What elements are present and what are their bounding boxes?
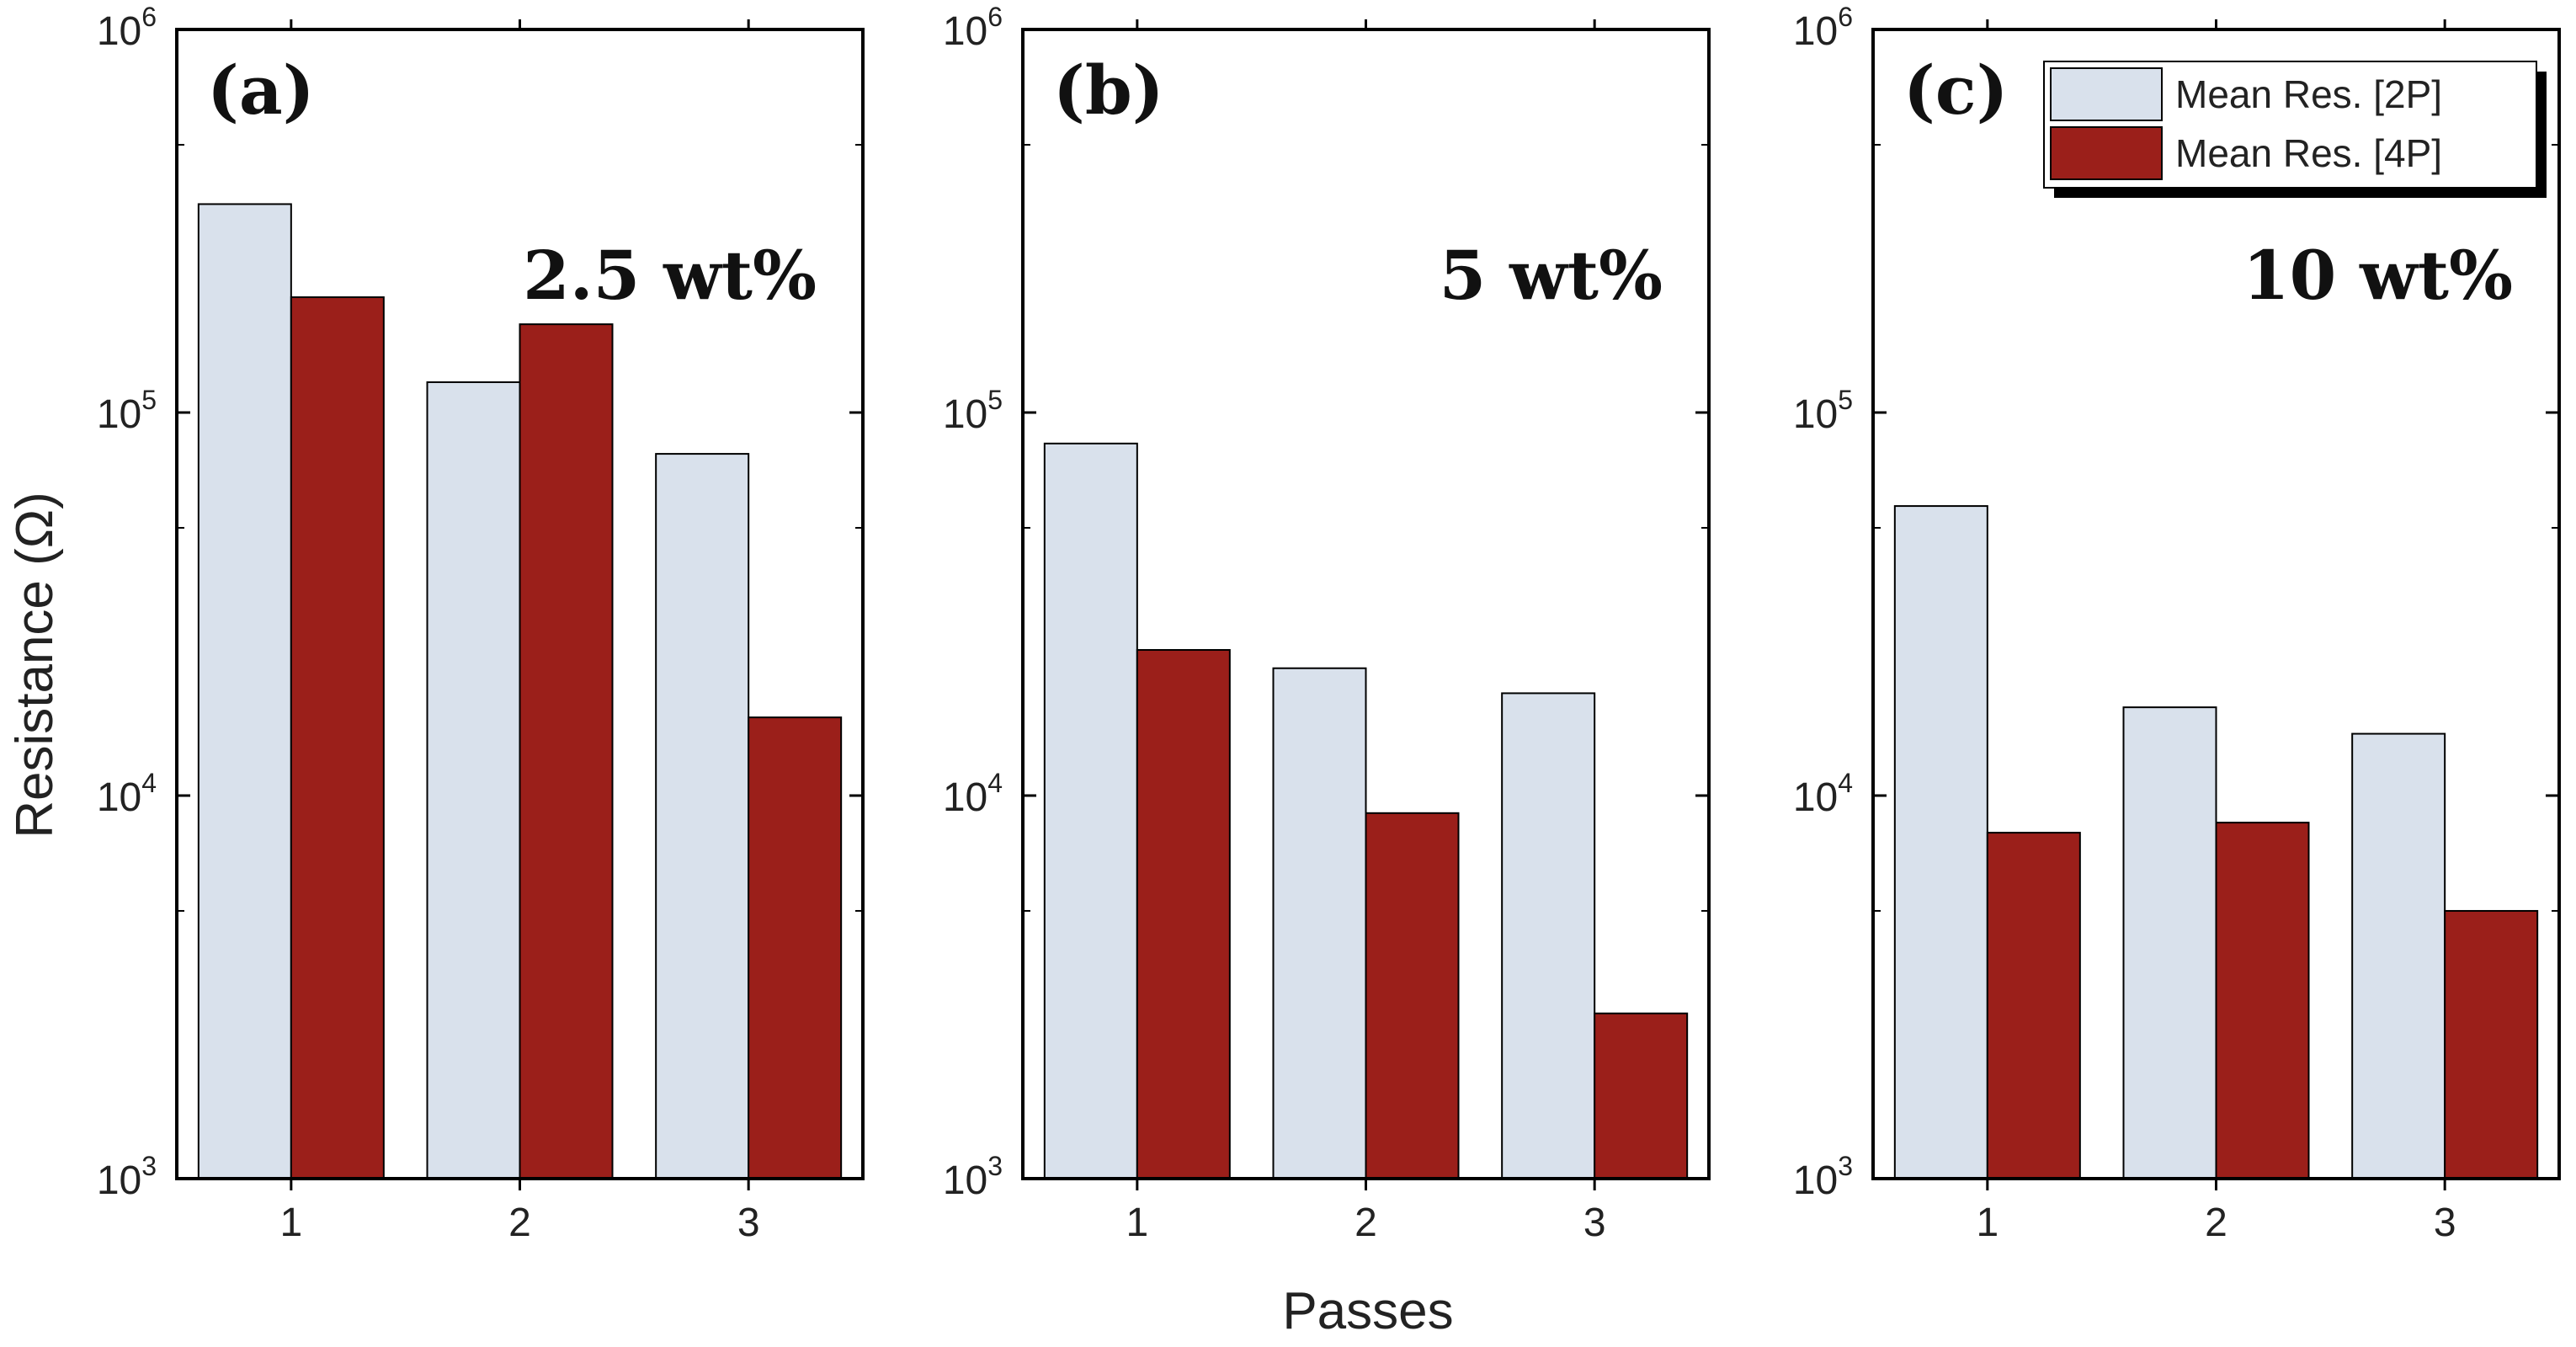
x-tick-label: 3 <box>1583 1201 1606 1245</box>
bar-4p-pass-2 <box>519 323 614 1179</box>
bar-2p-pass-3 <box>655 453 750 1179</box>
legend-label: Mean Res. [4P] <box>2175 131 2442 175</box>
x-tick-label: 2 <box>2205 1201 2227 1245</box>
bar-4p-pass-2 <box>2215 822 2310 1179</box>
concentration-label: 10 wt% <box>2243 236 2513 315</box>
y-axis-title: Resistance (Ω) <box>6 492 64 839</box>
legend-swatch-4p <box>2050 126 2163 180</box>
y-tick-label: 106 <box>1793 2 1853 54</box>
y-tick-label: 103 <box>1793 1151 1853 1203</box>
x-tick-label: 2 <box>1355 1201 1377 1245</box>
bar-4p-pass-3 <box>748 716 843 1179</box>
bar-2p-pass-1 <box>1043 442 1138 1179</box>
panel-label: (b) <box>1053 51 1164 130</box>
x-tick-label: 1 <box>1976 1201 1999 1245</box>
concentration-label: 2.5 wt% <box>523 236 817 315</box>
panel-label: (a) <box>207 51 315 130</box>
y-tick-label: 104 <box>943 768 1003 820</box>
x-tick-label: 1 <box>1126 1201 1148 1245</box>
bar-2p-pass-3 <box>1501 692 1596 1179</box>
bar-4p-pass-1 <box>290 296 385 1179</box>
plot-frame <box>1871 28 2561 1180</box>
legend-label: Mean Res. [2P] <box>2175 72 2442 116</box>
panel-1: 1 2 3 103 104 105 106 (a) 2.5 wt% <box>97 2 865 1245</box>
bar-2p-pass-2 <box>426 381 521 1179</box>
bar-4p-pass-2 <box>1365 812 1460 1179</box>
bar-4p-pass-3 <box>2444 909 2539 1179</box>
y-tick-label: 103 <box>943 1151 1003 1203</box>
y-tick-label: 105 <box>943 385 1003 437</box>
x-tick-label: 3 <box>737 1201 760 1245</box>
x-tick-label: 2 <box>508 1201 531 1245</box>
x-tick-label: 3 <box>2434 1201 2456 1245</box>
legend-swatch-2p <box>2050 67 2163 121</box>
bar-4p-pass-1 <box>1986 832 2081 1179</box>
x-axis-title: Passes <box>1282 1282 1453 1340</box>
bar-2p-pass-2 <box>1272 667 1367 1179</box>
y-tick-label: 105 <box>97 385 157 437</box>
y-tick-label: 106 <box>97 2 157 54</box>
plot-frame <box>175 28 865 1180</box>
legend: Mean Res. [2P] Mean Res. [4P] <box>2043 61 2547 198</box>
bar-2p-pass-2 <box>2122 706 2217 1179</box>
panels-group: 1 2 3 103 104 105 106 (a) 2.5 wt% 1 2 3 103 104 105 106… <box>97 2 2561 1245</box>
concentration-label: 5 wt% <box>1440 236 1663 315</box>
y-tick-label: 105 <box>1793 385 1853 437</box>
x-tick-label: 1 <box>279 1201 302 1245</box>
bar-4p-pass-1 <box>1136 649 1231 1179</box>
y-tick-label: 106 <box>943 2 1003 54</box>
y-tick-label: 103 <box>97 1151 157 1203</box>
plot-frame <box>1021 28 1711 1180</box>
bar-2p-pass-1 <box>1893 505 1988 1179</box>
y-tick-label: 104 <box>1793 768 1853 820</box>
bar-4p-pass-3 <box>1594 1012 1689 1179</box>
bar-2p-pass-1 <box>197 203 292 1179</box>
y-tick-label: 104 <box>97 768 157 820</box>
bar-2p-pass-3 <box>2351 732 2446 1179</box>
panel-label: (c) <box>1903 51 2008 130</box>
panel-2: 1 2 3 103 104 105 106 (b) 5 wt% <box>943 2 1711 1245</box>
